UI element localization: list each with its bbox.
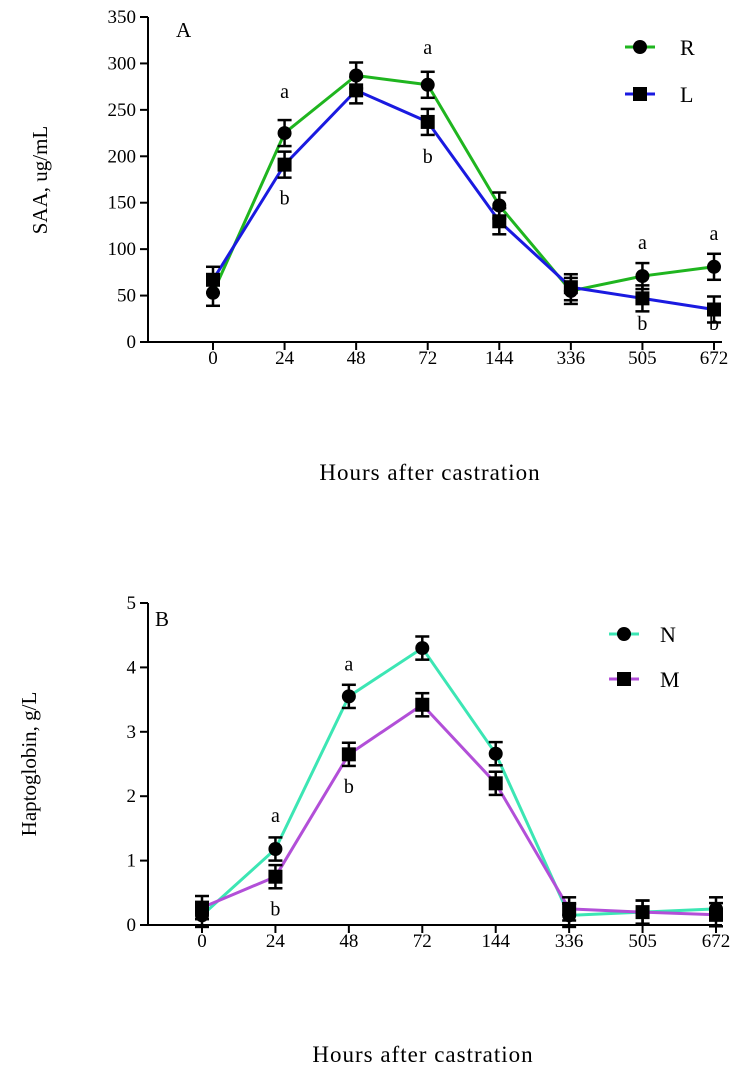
legend-marker: [617, 627, 631, 641]
series-line: [201, 703, 717, 917]
y-tick-label: 4: [127, 657, 137, 678]
y-tick-label: 50: [117, 286, 136, 307]
data-point: [268, 842, 283, 857]
data-point: [635, 905, 650, 920]
y-tick-label: 300: [108, 53, 137, 74]
data-point: [707, 302, 721, 317]
data-point: [709, 907, 723, 922]
x-tick-label: 144: [485, 348, 514, 369]
data-point: [341, 689, 356, 704]
x-tick-label: 24: [266, 931, 286, 952]
annotation-label: b: [280, 188, 290, 210]
data-point: [635, 291, 650, 306]
data-point: [707, 259, 721, 274]
y-tick-label: 100: [108, 239, 137, 260]
legend-marker: [617, 672, 631, 686]
y-tick-label: 5: [127, 593, 137, 614]
panel-label: B: [155, 607, 169, 631]
data-point: [488, 746, 503, 761]
data-point: [420, 77, 435, 92]
data-point: [349, 83, 364, 98]
panel-b: B Haptoglobin, g/L Hours after castratio…: [17, 593, 730, 1067]
series-L: [206, 76, 721, 324]
data-point: [277, 126, 292, 141]
x-tick-label: 72: [413, 931, 432, 952]
series-line: [211, 88, 715, 311]
data-point: [195, 900, 209, 915]
y-tick-label: 200: [108, 146, 137, 167]
annotation-label: a: [423, 37, 432, 59]
annotation-label: b: [344, 776, 354, 798]
y-tick-label: 2: [127, 786, 137, 807]
y-tick-label: 0: [127, 332, 137, 353]
y-axis-title: SAA, ug/mL: [28, 126, 52, 235]
x-tick-label: 144: [481, 931, 510, 952]
y-tick-label: 3: [127, 722, 137, 743]
data-point: [341, 747, 356, 762]
x-tick-label: 672: [702, 931, 731, 952]
legend-marker: [633, 87, 647, 101]
legend-label: R: [680, 35, 695, 60]
panel-label: A: [176, 18, 192, 42]
y-tick-label: 0: [127, 915, 137, 936]
y-tick-label: 250: [108, 100, 137, 121]
annotation-label: b: [637, 313, 647, 335]
x-tick-label: 0: [197, 931, 207, 952]
x-tick-label: 505: [628, 931, 657, 952]
y-tick-label: 1: [127, 851, 137, 872]
data-point: [420, 114, 435, 129]
data-point: [635, 269, 650, 284]
annotation-label: a: [710, 223, 719, 245]
data-point: [415, 697, 430, 712]
data-point: [492, 214, 507, 229]
data-point: [206, 272, 220, 287]
x-tick-label: 672: [700, 348, 729, 369]
legend-label: M: [660, 667, 680, 692]
x-tick-label: 72: [418, 348, 437, 369]
x-axis-title: Hours after castration: [312, 1042, 533, 1067]
x-axis-title: Hours after castration: [319, 460, 540, 485]
x-tick-label: 336: [555, 931, 584, 952]
series-R: [206, 61, 721, 308]
annotation-label: a: [344, 654, 353, 676]
data-point: [277, 157, 292, 172]
data-point: [562, 901, 577, 916]
legend-label: L: [680, 82, 693, 107]
x-tick-label: 48: [339, 931, 358, 952]
annotation-label: b: [709, 313, 719, 335]
annotation-label: b: [270, 898, 280, 920]
data-point: [349, 68, 364, 83]
panel-a: A SAA, ug/mL Hours after castration 0 50 1…: [28, 7, 728, 485]
data-point: [488, 776, 503, 791]
data-point: [563, 280, 578, 295]
x-tick-label: 48: [347, 348, 366, 369]
data-point: [268, 869, 283, 884]
x-tick-label: 0: [208, 348, 218, 369]
annotation-label: a: [280, 81, 289, 103]
legend-marker: [633, 40, 647, 54]
legend-label: N: [660, 622, 676, 647]
x-tick-label: 24: [275, 348, 295, 369]
y-tick-label: 150: [108, 193, 137, 214]
series-line: [211, 74, 715, 294]
annotation-label: b: [423, 146, 433, 168]
data-point: [415, 641, 430, 656]
annotation-label: a: [638, 232, 647, 254]
annotation-label: a: [271, 805, 280, 827]
y-tick-label: 350: [108, 7, 137, 28]
series-M: [195, 691, 723, 928]
x-tick-label: 336: [557, 348, 586, 369]
x-tick-label: 505: [628, 348, 657, 369]
y-axis-title: Haptoglobin, g/L: [17, 692, 41, 837]
